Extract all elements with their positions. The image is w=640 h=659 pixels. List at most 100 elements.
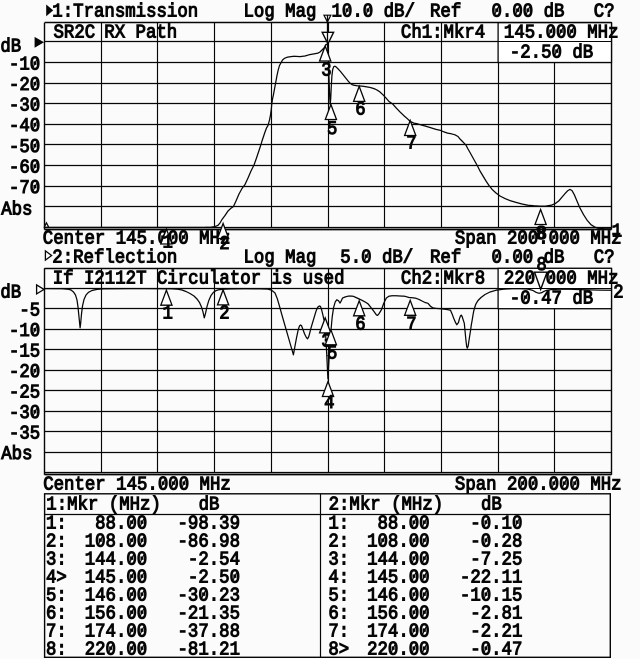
svg-text:dB: dB xyxy=(0,37,21,58)
svg-text:Span 200.000 MHz: Span 200.000 MHz xyxy=(455,229,622,250)
svg-text:-40: -40 xyxy=(9,117,40,138)
svg-text:2: 2 xyxy=(219,304,229,325)
svg-text:8: 8 xyxy=(537,224,547,245)
svg-text:2:Reflection: 2:Reflection xyxy=(52,248,177,269)
svg-text:-5: -5 xyxy=(19,301,40,322)
svg-text:-7.25: -7.25 xyxy=(470,550,522,571)
svg-text:0.00 dB: 0.00 dB xyxy=(492,2,565,23)
svg-text:3: 3 xyxy=(321,61,331,82)
svg-text:RX Path: RX Path xyxy=(104,23,177,44)
svg-text:6:: 6: xyxy=(46,604,67,625)
svg-text:-0.47 dB: -0.47 dB xyxy=(510,289,593,310)
svg-text:88.00: 88.00 xyxy=(378,514,430,535)
svg-text:-20: -20 xyxy=(9,363,40,384)
svg-text:1:: 1: xyxy=(328,514,349,535)
svg-text:174.00: 174.00 xyxy=(85,622,148,643)
svg-text:2: 2 xyxy=(613,283,623,304)
svg-text:8: 8 xyxy=(535,224,545,245)
svg-text:-22.11: -22.11 xyxy=(460,568,523,589)
svg-text:-15: -15 xyxy=(9,342,40,363)
svg-text:144.00: 144.00 xyxy=(85,550,148,571)
svg-text:-10: -10 xyxy=(9,322,40,343)
svg-text:174.00: 174.00 xyxy=(367,622,430,643)
svg-text:145.00: 145.00 xyxy=(367,568,430,589)
svg-text:-50: -50 xyxy=(9,137,40,158)
svg-text:-2.81: -2.81 xyxy=(470,604,522,625)
svg-text:156.00: 156.00 xyxy=(85,604,148,625)
svg-text:Log Mag: Log Mag xyxy=(244,248,317,269)
svg-text:1:Transmission: 1:Transmission xyxy=(52,2,198,23)
svg-text:220.000 MHz: 220.000 MHz xyxy=(504,269,619,290)
svg-text:220.00: 220.00 xyxy=(367,640,430,659)
svg-text:-10.15: -10.15 xyxy=(460,586,523,607)
svg-text:6: 6 xyxy=(355,315,365,336)
svg-text:dB: dB xyxy=(481,495,502,516)
svg-text:144.00: 144.00 xyxy=(367,550,430,571)
svg-text:-2.54: -2.54 xyxy=(188,550,240,571)
svg-text:-86.98: -86.98 xyxy=(178,532,241,553)
svg-text:2:: 2: xyxy=(328,532,349,553)
svg-text:Ref: Ref xyxy=(430,2,461,23)
svg-text:Log Mag: Log Mag xyxy=(244,2,317,23)
svg-text:-37.88: -37.88 xyxy=(178,622,241,643)
svg-text:-81.21: -81.21 xyxy=(178,640,241,659)
svg-text:10.0 dB/: 10.0 dB/ xyxy=(332,2,415,23)
svg-text:-2.50 dB: -2.50 dB xyxy=(510,43,593,64)
svg-text:2: 2 xyxy=(219,234,229,255)
svg-text:-35: -35 xyxy=(9,424,40,445)
svg-text:5: 5 xyxy=(327,119,337,140)
svg-text:6:: 6: xyxy=(328,604,349,625)
svg-text:-0.28: -0.28 xyxy=(470,532,522,553)
svg-text:Center 145.000 MHz: Center 145.000 MHz xyxy=(43,229,231,250)
svg-text:-2.50: -2.50 xyxy=(188,568,240,589)
svg-text:5:: 5: xyxy=(46,586,67,607)
svg-text:-70: -70 xyxy=(9,178,40,199)
svg-text:7:: 7: xyxy=(328,622,349,643)
svg-text:2:Mkr (MHz): 2:Mkr (MHz) xyxy=(329,495,444,516)
svg-text:5.0 dB/: 5.0 dB/ xyxy=(340,248,413,269)
svg-text:Abs: Abs xyxy=(1,444,32,465)
svg-text:-20: -20 xyxy=(9,75,40,96)
svg-text:Span 200.000 MHz: Span 200.000 MHz xyxy=(455,475,622,496)
svg-text:-30.23: -30.23 xyxy=(178,586,241,607)
svg-text:-30: -30 xyxy=(9,404,40,425)
svg-text:Ch1:: Ch1: xyxy=(401,23,443,44)
svg-text:-21.35: -21.35 xyxy=(178,604,241,625)
svg-text:1: 1 xyxy=(163,304,173,325)
svg-text:SR2C: SR2C xyxy=(54,23,96,44)
svg-text:8:: 8: xyxy=(46,640,67,659)
svg-text:1:Mkr (MHz): 1:Mkr (MHz) xyxy=(46,495,161,516)
svg-text:Center 145.000 MHz: Center 145.000 MHz xyxy=(43,475,231,496)
svg-text:Abs: Abs xyxy=(1,200,32,221)
svg-text:1: 1 xyxy=(163,233,173,254)
svg-text:156.00: 156.00 xyxy=(367,604,430,625)
svg-text:88.00: 88.00 xyxy=(95,514,147,535)
svg-text:dB: dB xyxy=(0,283,21,304)
svg-text:1: 1 xyxy=(612,222,622,243)
svg-text:-0.47: -0.47 xyxy=(470,640,522,659)
svg-text:7:: 7: xyxy=(46,622,67,643)
svg-text:C?: C? xyxy=(594,248,615,269)
svg-text:108.00: 108.00 xyxy=(367,532,430,553)
svg-text:-30: -30 xyxy=(9,96,40,117)
svg-text:Ref: Ref xyxy=(430,248,461,269)
svg-text:5:: 5: xyxy=(328,586,349,607)
svg-text:7: 7 xyxy=(406,315,416,336)
svg-text:5: 5 xyxy=(327,344,337,365)
svg-text:7: 7 xyxy=(406,134,416,155)
svg-text:8: 8 xyxy=(536,255,546,276)
svg-text:Mkr8: Mkr8 xyxy=(444,269,486,290)
svg-text:108.00: 108.00 xyxy=(85,532,148,553)
svg-text:-25: -25 xyxy=(9,383,40,404)
svg-text:146.00: 146.00 xyxy=(367,586,430,607)
svg-text:-98.39: -98.39 xyxy=(178,514,241,535)
svg-text:-2.21: -2.21 xyxy=(470,622,522,643)
svg-text:dB: dB xyxy=(199,495,220,516)
svg-text:-0.10: -0.10 xyxy=(470,514,522,535)
svg-text:Mkr4: Mkr4 xyxy=(444,23,486,44)
svg-text:4: 4 xyxy=(324,393,334,414)
svg-text:3:: 3: xyxy=(46,550,67,571)
svg-text:146.00: 146.00 xyxy=(85,586,148,607)
svg-text:Ch2:: Ch2: xyxy=(401,269,443,290)
svg-text:-60: -60 xyxy=(9,158,40,179)
